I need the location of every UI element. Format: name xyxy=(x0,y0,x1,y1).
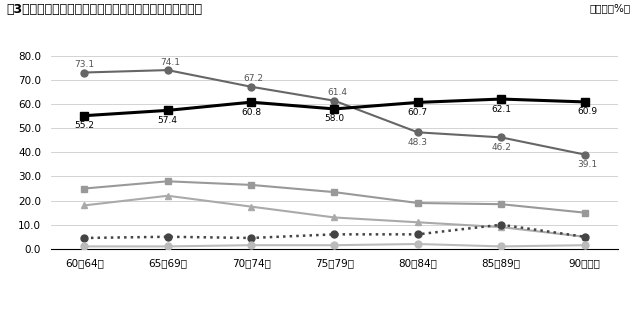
Text: 73.1: 73.1 xyxy=(75,60,94,69)
Legend: 預貯金, 生命保険, 損害保険, 共済, 不動産の売却や賃貸, その他: 預貯金, 生命保険, 損害保険, 共済, 不動産の売却や賃貸, その他 xyxy=(243,317,426,319)
Text: 57.4: 57.4 xyxy=(158,116,178,125)
Text: 46.2: 46.2 xyxy=(491,143,511,152)
Text: 55.2: 55.2 xyxy=(75,121,94,130)
Text: 62.1: 62.1 xyxy=(491,105,511,114)
Text: 48.3: 48.3 xyxy=(408,138,428,147)
Text: 39.1: 39.1 xyxy=(577,160,598,169)
Text: 67.2: 67.2 xyxy=(244,74,264,83)
Text: 60.7: 60.7 xyxy=(408,108,428,117)
Text: （単位：%）: （単位：%） xyxy=(589,3,631,13)
Text: 60.8: 60.8 xyxy=(241,108,261,117)
Text: 58.0: 58.0 xyxy=(324,115,345,123)
Text: 61.4: 61.4 xyxy=(327,88,347,97)
Text: 図3　医療保障の私的準備状況（高齢者調査）〔年齢別〕: 図3 医療保障の私的準備状況（高齢者調査）〔年齢別〕 xyxy=(6,3,203,16)
Text: 60.9: 60.9 xyxy=(577,108,598,116)
Text: 74.1: 74.1 xyxy=(161,57,180,67)
